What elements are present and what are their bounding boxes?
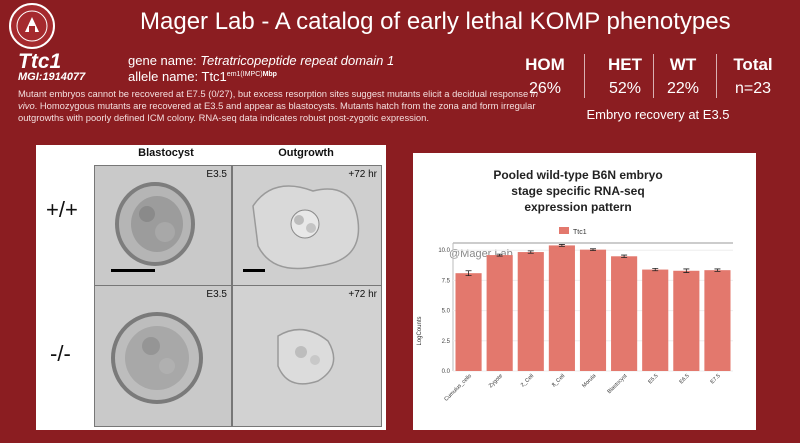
blastocyst-image [111, 312, 203, 404]
outgrowth-image [277, 328, 335, 385]
stage-label: E3.5 [206, 169, 227, 180]
university-seal-icon [9, 3, 55, 49]
stat-value-het: 52% [608, 80, 642, 97]
gene-symbol: Ttc1 [18, 50, 62, 73]
x-tick-label: E7.5 [710, 373, 722, 385]
micrograph-blastocyst-mutant: E3.5 [94, 285, 232, 427]
recovery-caption: Embryo recovery at E3.5 [586, 107, 730, 122]
bar-morula [579, 249, 607, 371]
x-tick-label: Blastocyst [607, 373, 629, 395]
legend-label: Ttc1 [573, 229, 587, 236]
stat-label-het: HET [608, 55, 642, 74]
legend-swatch [559, 227, 569, 234]
y-tick-label: 10.0 [438, 248, 450, 254]
description-part-2: . Homozygous mutants are recovered at E3… [18, 100, 536, 123]
error-bar [558, 244, 565, 247]
stage-label: E3.5 [206, 289, 227, 300]
stage-label: +72 hr [348, 289, 377, 300]
bar-e5-5 [642, 269, 669, 371]
allele-sup-2: Mbp [262, 71, 277, 78]
allele-base: Ttc1 [201, 69, 227, 84]
stat-value-hom: 26% [528, 80, 562, 97]
gene-name-value: Tetratricopeptide repeat domain 1 [200, 53, 395, 68]
stat-divider [653, 54, 654, 98]
genotype-mutant: -/- [50, 341, 71, 366]
error-bar [590, 248, 596, 251]
stat-label-wt: WT [669, 55, 697, 74]
x-tick-label: 8_Cell [551, 373, 566, 388]
x-tick-label: Cumulus_cells [443, 373, 473, 403]
genotype-wildtype: +/+ [46, 197, 78, 222]
stat-label-total: Total [733, 55, 773, 74]
allele-sup-1: em1(IMPC) [226, 71, 263, 78]
description-part-1: Mutant embryos cannot be recovered at E7… [18, 88, 531, 99]
bar-8-cell [548, 245, 575, 371]
mgi-id: MGI:1914077 [18, 71, 86, 83]
error-bar [652, 267, 659, 272]
x-tick-label: E5.5 [647, 373, 659, 385]
stat-divider [716, 54, 717, 98]
y-tick-label: 2.5 [442, 339, 451, 345]
bar-blastocyst [611, 256, 638, 371]
y-tick-label: 7.5 [442, 278, 451, 284]
micrograph-outgrowth-wt: +72 hr [232, 165, 382, 286]
phenotype-description: Mutant embryos cannot be recovered at E7… [18, 88, 548, 124]
x-tick-label: 2_Cell [520, 373, 535, 388]
micrograph-blastocyst-wt: E3.5 [94, 165, 232, 286]
chart-title-line: expression pattern [524, 200, 631, 214]
x-tick-label: Morula [581, 373, 598, 390]
micrograph-outgrowth-mutant: +72 hr [232, 285, 382, 427]
bar-2-cell [517, 252, 544, 371]
y-tick-label: 5.0 [442, 309, 451, 315]
x-tick-label: Zygote [488, 373, 504, 389]
page-title: Mager Lab - A catalog of early lethal KO… [140, 8, 731, 35]
chart-title-line: Pooled wild-type B6N embryo [493, 168, 662, 182]
bar-e7-5 [704, 270, 731, 371]
error-bar [465, 270, 472, 277]
y-tick-label: 0.0 [442, 369, 451, 375]
stat-divider [584, 54, 585, 98]
gene-name: gene name: Tetratricopeptide repeat doma… [128, 53, 394, 68]
column-header-blastocyst: Blastocyst [138, 147, 194, 159]
stage-label: +72 hr [348, 169, 377, 180]
allele-name: allele name: Ttc1em1(IMPC)Mbp [128, 69, 277, 84]
error-bar [527, 250, 534, 254]
error-bar [496, 253, 503, 257]
outgrowth-image [243, 185, 360, 272]
y-axis-label: LogCounts [417, 316, 423, 345]
description-emphasis: in vivo [18, 88, 539, 111]
error-bar [683, 268, 690, 273]
blastocyst-image [111, 182, 195, 272]
micrograph-panel: Blastocyst Outgrowth +/+ -/- E3.5 +72 hr [36, 145, 386, 430]
column-header-outgrowth: Outgrowth [278, 147, 334, 159]
allele-label: allele name: [128, 69, 199, 84]
stat-label-hom: HOM [525, 55, 565, 74]
stat-value-wt: 22% [666, 80, 700, 97]
chart-title-line: stage specific RNA-seq [511, 184, 644, 198]
rna-seq-bar-chart: Pooled wild-type B6N embryo stage specif… [417, 168, 733, 403]
x-tick-label: E6.5 [678, 373, 690, 385]
bar-cumulus-cells [455, 273, 482, 371]
bar-zygote [486, 255, 513, 371]
rna-seq-chart-panel: Pooled wild-type B6N embryo stage specif… [413, 153, 756, 430]
bar-e6-5 [673, 270, 700, 371]
gene-name-label: gene name: [128, 53, 197, 68]
stat-value-total: n=23 [734, 80, 772, 97]
error-bar [714, 268, 721, 272]
error-bar [621, 254, 628, 258]
